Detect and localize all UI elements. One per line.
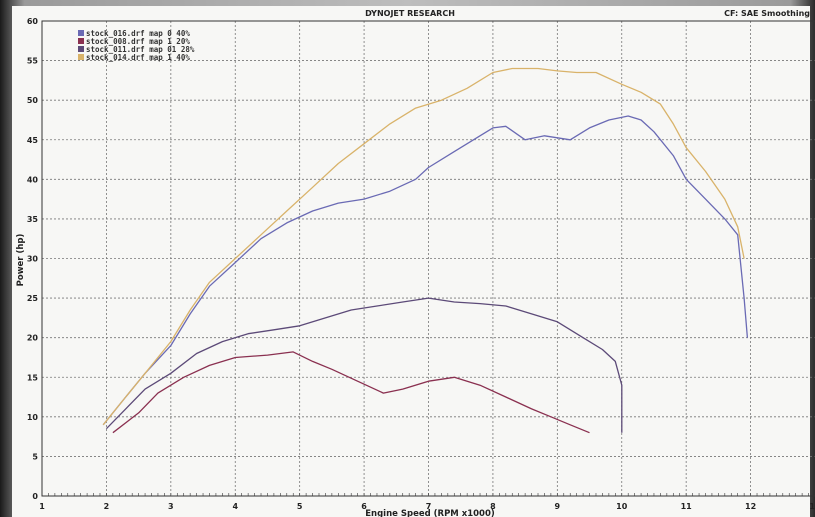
y-tick-label: 50: [27, 96, 39, 105]
x-tick-label: 6: [361, 502, 367, 511]
plot-frame: [41, 20, 815, 497]
x-tick-label: 1: [39, 502, 45, 511]
grid: [41, 20, 815, 497]
legend-entry: stock_014.drf map 1 40%: [86, 53, 190, 62]
x-tick-label: 12: [745, 502, 756, 511]
y-tick-label: 25: [27, 294, 39, 303]
x-tick-label: 10: [616, 502, 628, 511]
series-line-3: [105, 297, 623, 433]
x-tick-label: 13: [809, 502, 815, 511]
legend-entry: stock_011.drf map 01 28%: [86, 45, 195, 54]
y-tick-label: 60: [27, 17, 39, 26]
y-tick-label: 40: [27, 175, 39, 184]
y-tick-label: 45: [27, 136, 39, 145]
legend-swatch: [78, 46, 84, 52]
legend: stock_016.drf map 0 40%stock_008.drf map…: [78, 29, 195, 62]
x-tick-label: 7: [426, 502, 432, 511]
y-tick-label: 5: [32, 452, 38, 461]
y-tick-label: 30: [27, 255, 39, 264]
y-tick-label: 20: [27, 334, 39, 343]
y-tick-label: 35: [27, 215, 39, 224]
legend-entry: stock_008.drf map 1 20%: [86, 37, 190, 46]
y-tick-label: 0: [32, 492, 38, 501]
series-line-4: [102, 67, 745, 426]
y-axis-label: Power (hp): [16, 234, 26, 287]
legend-swatch: [78, 30, 84, 36]
x-tick-label: 4: [232, 502, 238, 511]
y-tick-label: 10: [27, 413, 39, 422]
chart-title: DYNOJET RESEARCH: [365, 9, 455, 18]
chart-header-right: CF: SAE Smoothing: [724, 9, 810, 18]
y-tick-label: 15: [27, 373, 39, 382]
series-line-1: [102, 115, 749, 426]
x-tick-label: 2: [104, 502, 110, 511]
x-tick-label: 9: [555, 502, 561, 511]
x-tick-label: 8: [490, 502, 496, 511]
series-line-2: [112, 351, 590, 434]
legend-swatch: [78, 54, 84, 60]
series-lines: [102, 67, 749, 434]
legend-swatch: [78, 38, 84, 44]
x-tick-label: 11: [681, 502, 693, 511]
y-tick-label: 55: [27, 57, 39, 66]
x-tick-label: 5: [297, 502, 303, 511]
tick-labels: 1234567891011121305101520253035404550556…: [27, 17, 815, 511]
legend-entry: stock_016.drf map 0 40%: [86, 29, 190, 38]
x-tick-label: 3: [168, 502, 174, 511]
x-axis-label: Engine Speed (RPM x1000): [365, 509, 495, 517]
